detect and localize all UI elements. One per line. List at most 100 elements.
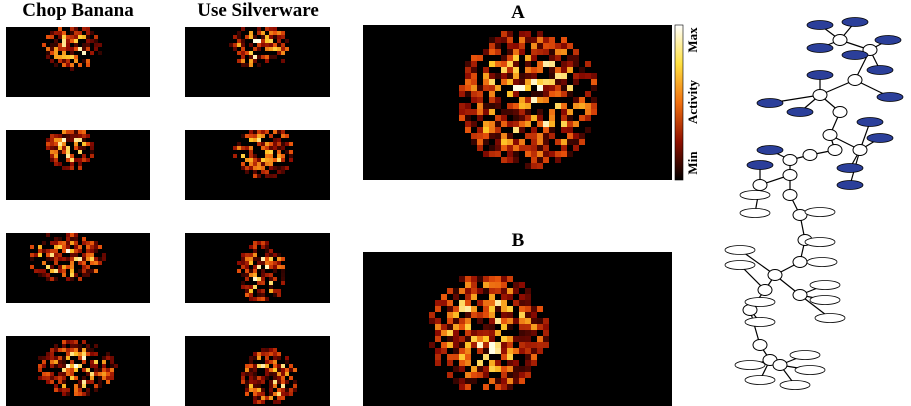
heatmap-cell [54,364,58,368]
heatmap-cell [70,368,74,372]
heatmap-cell [561,127,567,133]
heatmap-cell [82,154,86,158]
heatmap-cell [94,47,98,51]
heatmap-cell [483,139,489,145]
heatmap-cell [435,324,441,330]
heatmap-cell [70,348,74,352]
heatmap-cell [483,49,489,55]
heatmap-cell [70,257,74,261]
column-title: Use Silverware [197,0,319,21]
heatmap-cell [495,318,501,324]
heatmap-cell [54,47,58,51]
heatmap-cell [50,356,54,360]
heatmap-cell [483,288,489,294]
heatmap-cell [277,392,281,396]
heatmap-cell [82,269,86,273]
heatmap-cell [501,336,507,342]
heatmap-cell [78,388,82,392]
heatmap-cell [277,396,281,400]
heatmap-cell [471,85,477,91]
heatmap-cell [253,59,257,63]
colorbar-min: Min [685,151,700,175]
heatmap-cell [489,145,495,151]
heatmap-cell [249,384,253,388]
heatmap-cell [281,265,285,269]
heatmap-cell [30,265,34,269]
heatmap-cell [265,245,269,249]
heatmap-cell [62,31,66,35]
heatmap-cell [241,257,245,261]
heatmap-cell [277,261,281,265]
heatmap-cell [90,372,94,376]
heatmap-cell [573,97,579,103]
heatmap-cell [62,344,66,348]
heatmap-cell [253,253,257,257]
heatmap-cell [42,356,46,360]
heatmap-cell [265,364,269,368]
tree-leaf [740,191,770,200]
heatmap-cell [38,253,42,257]
heatmap-cell [66,364,70,368]
heatmap-cell [233,154,237,158]
heatmap-cell [277,376,281,380]
heatmap-cell [501,384,507,390]
heatmap-cell [483,79,489,85]
heatmap-cell [573,79,579,85]
heatmap-cell [555,67,561,73]
heatmap-cell [525,306,531,312]
heatmap-cell [237,51,241,55]
heatmap-cell [241,281,245,285]
heatmap-cell [483,354,489,360]
heatmap-cell [579,133,585,139]
heatmap-cell [507,157,513,163]
heatmap-cell [74,134,78,138]
heatmap-cell [94,257,98,261]
heatmap-cell [70,138,74,142]
heatmap-cell [549,133,555,139]
heatmap-cell [62,130,66,134]
heatmap-cell [253,154,257,158]
heatmap-cell [465,103,471,109]
heatmap-cell [489,133,495,139]
heatmap-cell [233,146,237,150]
heatmap-cell [58,380,62,384]
heatmap-cell [289,158,293,162]
heatmap-cell [46,146,50,150]
heatmap-cell [82,384,86,388]
heatmap-cell [525,354,531,360]
heatmap-cell [471,61,477,67]
heatmap-cell [465,61,471,67]
heatmap-cell [447,288,453,294]
heatmap-cell [507,151,513,157]
tree-leaf [757,99,783,108]
heatmap-cell [465,73,471,79]
heatmap-cell [281,31,285,35]
heatmap-cell [281,158,285,162]
heatmap-cell [265,253,269,257]
heatmap-cell [94,372,98,376]
heatmap-cell [561,73,567,79]
heatmap-cell [549,37,555,43]
heatmap-cell [237,31,241,35]
heatmap-cell [241,51,245,55]
heatmap-cell [54,356,58,360]
heatmap-cell [555,85,561,91]
heatmap-cell [253,352,257,356]
heatmap-cell [261,134,265,138]
heatmap-cell [241,273,245,277]
heatmap-cell [249,372,253,376]
heatmap-cell [253,265,257,269]
heatmap-cell [537,342,543,348]
heatmap-cell [435,330,441,336]
heatmap-cell [58,245,62,249]
heatmap-cell [579,115,585,121]
heatmap-cell [98,261,102,265]
heatmap-cell [501,109,507,115]
heatmap-cell [253,174,257,178]
heatmap-cell [549,61,555,67]
heatmap-cell [94,344,98,348]
tree-junction [833,35,847,46]
heatmap-cell [265,273,269,277]
heatmap-cell [477,330,483,336]
heatmap-cell [261,170,265,174]
